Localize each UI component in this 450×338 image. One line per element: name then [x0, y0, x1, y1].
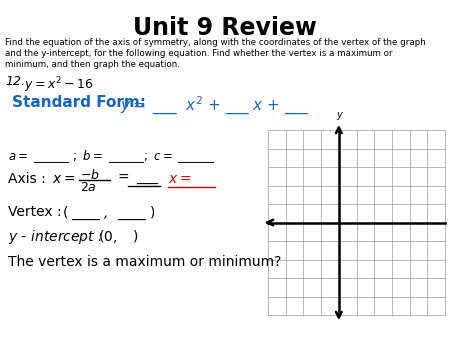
Text: $y = $ ___  $x^2$ + ___ $x$ + ___: $y = $ ___ $x^2$ + ___ $x$ + ___ [120, 95, 309, 117]
Text: $a = $ ______ $;\ b = $ ______$;\ c = $ ______: $a = $ ______ $;\ b = $ ______$;\ c = $ … [8, 148, 215, 165]
Text: and the y-intercept, for the following equation. Find whether the vertex is a ma: and the y-intercept, for the following e… [5, 49, 392, 58]
Text: Find the equation of the axis of symmetry, along with the coordinates of the ver: Find the equation of the axis of symmetr… [5, 38, 426, 47]
Text: $2a$: $2a$ [80, 181, 97, 194]
Text: The vertex is a maximum or minimum?: The vertex is a maximum or minimum? [8, 255, 281, 269]
Text: $=$ ___: $=$ ___ [115, 172, 159, 186]
Text: $($ ____ ,  ____ $)$: $($ ____ , ____ $)$ [62, 205, 156, 222]
Text: $x = $: $x = $ [52, 172, 76, 186]
Text: Standard Form:: Standard Form: [12, 95, 146, 110]
Text: y: y [336, 110, 342, 120]
Text: 12.: 12. [5, 75, 25, 88]
Text: $y$ - intercept :: $y$ - intercept : [8, 228, 103, 246]
Text: $x = $: $x = $ [168, 172, 191, 186]
Text: Unit 9 Review: Unit 9 Review [133, 16, 317, 40]
Text: Vertex :: Vertex : [8, 205, 62, 219]
Text: $( 0,\quad )$: $( 0,\quad )$ [98, 228, 139, 245]
Text: $y = x^2 -16$: $y = x^2 -16$ [24, 75, 93, 95]
Text: minimum, and then graph the equation.: minimum, and then graph the equation. [5, 60, 180, 69]
Text: $-b$: $-b$ [80, 168, 100, 182]
Text: Axis :: Axis : [8, 172, 46, 186]
